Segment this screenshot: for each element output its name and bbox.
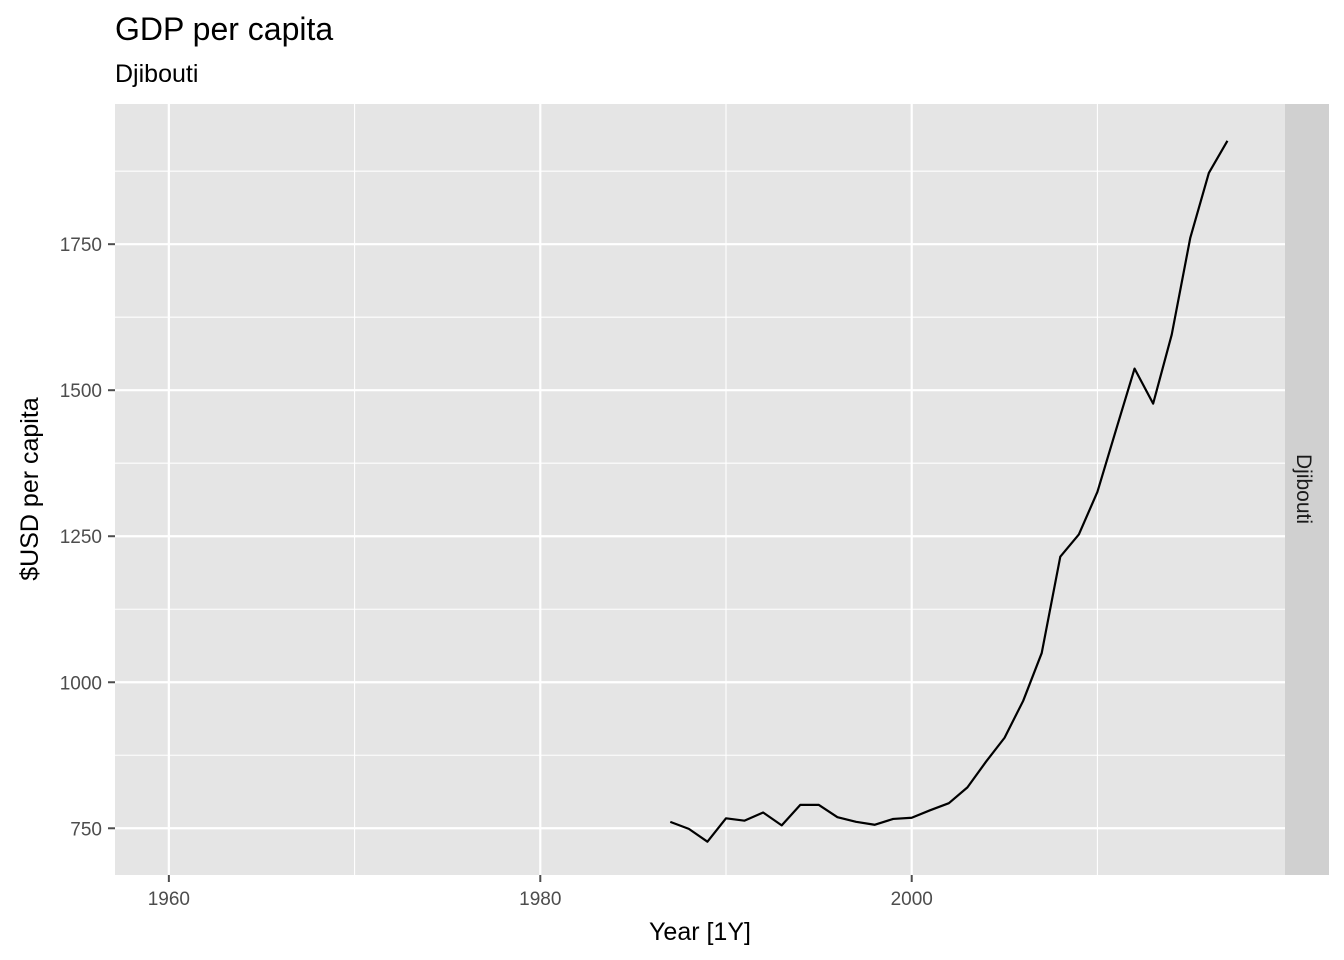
y-axis: 750 1000 1250 1500 1750 [60,235,115,840]
grid-major [115,104,1285,875]
x-tick-label: 2000 [891,889,933,910]
y-axis-title: $USD per capita [16,397,44,581]
x-axis-title: Year [1Y] [649,918,751,946]
facet-strip [1285,104,1329,875]
x-tick-label: 1960 [148,889,190,910]
y-tick-label: 1750 [60,235,102,256]
x-axis: 1960 1980 2000 [148,875,933,910]
y-tick-label: 1500 [60,381,102,402]
facet-strip-label: Djibouti [1292,454,1315,524]
y-tick-label: 750 [70,819,102,840]
series-line [669,140,1229,843]
x-tick-label: 1980 [519,889,561,910]
y-tick-label: 1250 [60,527,102,548]
y-tick-label: 1000 [60,673,102,694]
plot-panel [115,104,1285,875]
chart-subtitle: Djibouti [115,60,198,88]
grid-minor [115,104,1285,875]
chart-title: GDP per capita [115,11,333,47]
